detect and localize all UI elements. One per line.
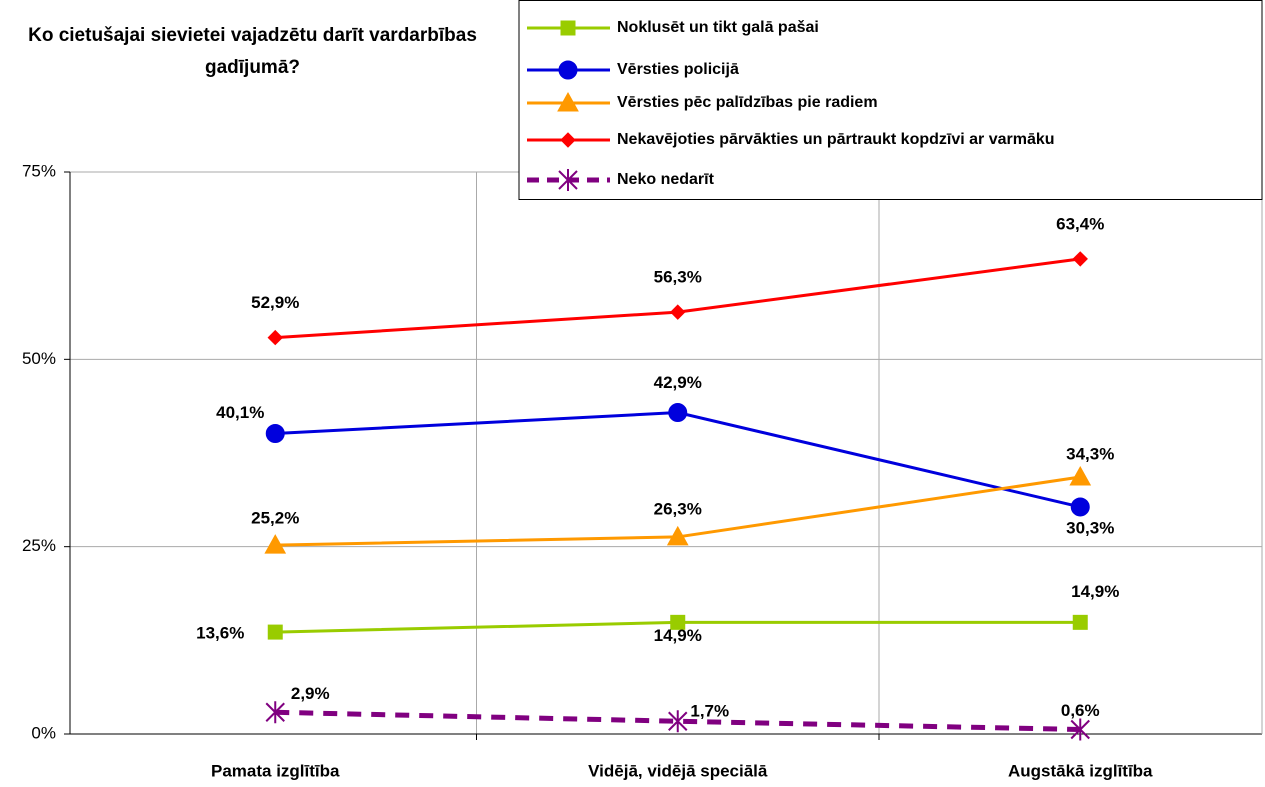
legend <box>518 0 1263 200</box>
data-label: 40,1% <box>216 403 264 422</box>
data-label: 30,3% <box>1066 518 1114 537</box>
chart-title: Ko cietušajai sievietei vajadzētu darīt … <box>28 25 477 78</box>
point <box>668 710 688 733</box>
x-tick-label: Pamata izglītība <box>211 761 340 780</box>
data-label: 13,6% <box>196 624 244 643</box>
data-label: 14,9% <box>654 626 702 645</box>
data-label: 0,6% <box>1061 701 1100 720</box>
point <box>1072 614 1088 630</box>
point <box>264 534 287 554</box>
x-tick-label: Augstākā izglītība <box>1008 761 1153 780</box>
data-label: 42,9% <box>654 373 702 392</box>
data-label: 63,4% <box>1056 214 1104 233</box>
legend-marker <box>558 169 578 191</box>
point <box>267 624 283 640</box>
legend-label: Neko nedarīt <box>617 171 715 188</box>
point <box>1069 465 1092 486</box>
point <box>1070 718 1090 741</box>
point <box>670 614 686 630</box>
legend-label: Vērsties pēc palīdzības pie radiem <box>617 94 878 111</box>
point <box>666 525 689 546</box>
data-label: 2,9% <box>291 684 330 703</box>
legend-label: Nekavējoties pārvākties un pārtraukt kop… <box>617 131 1055 148</box>
point <box>265 424 285 444</box>
point <box>1070 497 1090 517</box>
legend-marker <box>557 91 579 112</box>
point <box>670 304 686 320</box>
data-label: 25,2% <box>251 509 299 528</box>
y-tick-label: 0% <box>31 723 56 742</box>
legend-marker <box>558 60 578 80</box>
data-label: 52,9% <box>251 293 299 312</box>
point <box>267 329 283 346</box>
y-tick-label: 25% <box>22 536 56 555</box>
legend-label: Vērsties policijā <box>617 61 739 78</box>
data-label: 56,3% <box>654 268 702 287</box>
legend-marker <box>560 132 576 148</box>
point <box>668 403 688 423</box>
legend-marker <box>560 20 576 36</box>
point <box>265 701 285 724</box>
series-line <box>275 411 1081 509</box>
data-label: 34,3% <box>1066 444 1114 463</box>
data-label: 1,7% <box>690 702 729 721</box>
y-tick-label: 75% <box>22 161 56 180</box>
data-label: 14,9% <box>1071 582 1119 601</box>
point <box>1072 251 1088 267</box>
x-tick-label: Vidējā, vidējā speciālā <box>588 761 768 780</box>
legend-label: Noklusēt un tikt galā pašai <box>617 19 819 36</box>
y-tick-label: 50% <box>22 349 56 368</box>
data-label: 26,3% <box>654 499 702 518</box>
